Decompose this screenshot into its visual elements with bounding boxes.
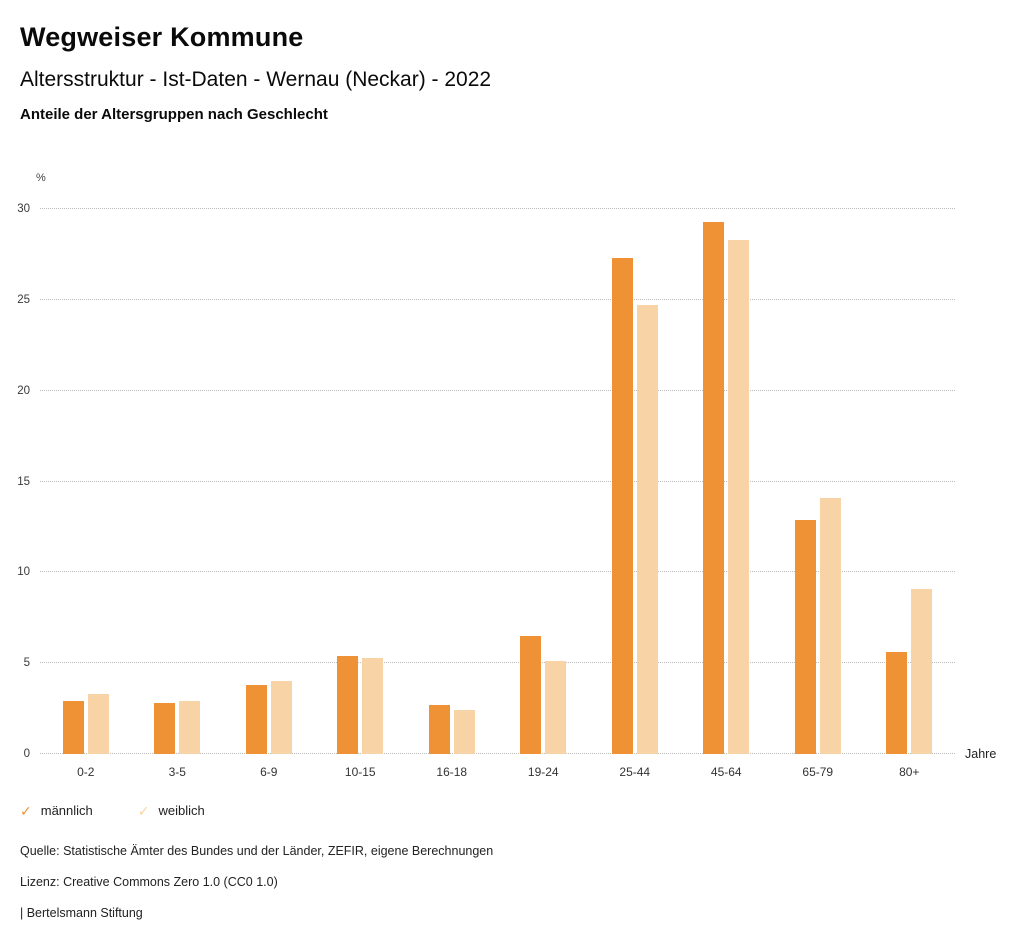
y-tick-label: 25 — [17, 293, 30, 306]
bar-group-80+: 80+ — [864, 191, 956, 779]
x-tick-label: 19-24 — [527, 765, 559, 779]
x-tick-label: 6-9 — [260, 765, 278, 779]
y-tick-label: 30 — [17, 203, 30, 216]
bar-group-65-79: 65-79 — [772, 191, 864, 779]
check-icon: ✓ — [137, 802, 150, 819]
bar-weiblich-16-18[interactable] — [453, 710, 475, 754]
bar-weiblich-6-9[interactable] — [270, 681, 292, 754]
x-tick-label: 3-5 — [168, 765, 186, 779]
license-text: Lizenz: Creative Commons Zero 1.0 (CC0 1… — [20, 875, 278, 889]
attribution-text: | Bertelsmann Stiftung — [20, 906, 143, 920]
y-axis-unit-label: % — [36, 172, 46, 184]
x-axis-unit-label: Jahre — [965, 747, 997, 761]
gridline-0: 0 — [24, 748, 955, 760]
y-tick-label: 5 — [23, 657, 30, 670]
legend-label: männlich — [40, 803, 93, 818]
gridline-15: 15 — [17, 476, 955, 488]
bar-weiblich-19-24[interactable] — [545, 661, 567, 754]
x-tick-label: 16-18 — [436, 765, 468, 779]
bar-männlich-25-44[interactable] — [611, 258, 633, 754]
legend-item-weiblich[interactable]: ✓ weiblich — [138, 803, 205, 818]
bar-weiblich-25-44[interactable] — [636, 305, 658, 754]
page-title: Wegweiser Kommune — [20, 22, 304, 52]
x-tick-label: 45-64 — [710, 765, 742, 779]
bar-männlich-0-2[interactable] — [62, 701, 84, 754]
y-tick-label: 0 — [23, 748, 30, 760]
bar-group-45-64: 45-64 — [681, 191, 773, 779]
gridline-25: 25 — [17, 294, 955, 306]
y-tick-label: 20 — [17, 384, 30, 397]
bar-männlich-6-9[interactable] — [245, 685, 267, 754]
source-text: Quelle: Statistische Ämter des Bundes un… — [20, 844, 494, 858]
gridline-30: 30 — [17, 203, 955, 215]
bar-weiblich-45-64[interactable] — [728, 240, 750, 754]
bar-weiblich-80+[interactable] — [911, 588, 933, 754]
x-tick-label: 0-2 — [77, 765, 95, 779]
bar-group-16-18: 16-18 — [406, 191, 498, 779]
bar-group-10-15: 10-15 — [315, 191, 407, 779]
chart-title: Altersstruktur - Ist-Daten - Wernau (Nec… — [20, 68, 492, 91]
chart-subtitle: Anteile der Altersgruppen nach Geschlech… — [20, 106, 328, 123]
y-tick-label: 10 — [17, 566, 30, 579]
x-tick-label: 80+ — [899, 765, 920, 779]
bar-group-6-9: 6-9 — [223, 191, 315, 779]
legend-label: weiblich — [158, 803, 205, 818]
bar-männlich-16-18[interactable] — [428, 704, 450, 754]
bar-group-25-44: 25-44 — [589, 191, 681, 779]
gridline-5: 5 — [24, 657, 955, 669]
x-tick-label: 10-15 — [344, 765, 376, 779]
check-icon: ✓ — [20, 802, 32, 819]
bar-weiblich-65-79[interactable] — [819, 497, 841, 754]
x-tick-label: 65-79 — [802, 765, 834, 779]
bar-männlich-19-24[interactable] — [520, 635, 542, 754]
bar-chart-plot-area: Jahre 0 5 10 15 20 25 30 0-2 3-5 6-9 10-15 16-18 19-… — [17, 191, 996, 779]
bar-weiblich-10-15[interactable] — [362, 657, 384, 754]
gridline-10: 10 — [17, 566, 955, 578]
gridline-20: 20 — [17, 385, 955, 397]
bar-groups: 0-2 3-5 6-9 10-15 16-18 19-24 25-44 45-64 65-79 8… — [40, 191, 956, 779]
x-tick-label: 25-44 — [619, 765, 651, 779]
bar-group-19-24: 19-24 — [498, 191, 590, 779]
bar-männlich-45-64[interactable] — [703, 221, 725, 754]
bar-group-0-2: 0-2 — [40, 191, 132, 779]
chart-legend: ✓ männlich ✓ weiblich — [20, 803, 205, 818]
bar-männlich-65-79[interactable] — [794, 519, 816, 754]
bar-männlich-80+[interactable] — [886, 652, 908, 754]
bar-weiblich-3-5[interactable] — [179, 701, 201, 754]
legend-item-maennlich[interactable]: ✓ männlich — [20, 803, 93, 818]
bar-männlich-3-5[interactable] — [154, 703, 176, 754]
y-tick-label: 15 — [17, 475, 30, 488]
bar-männlich-10-15[interactable] — [337, 655, 359, 754]
bar-weiblich-0-2[interactable] — [87, 694, 109, 754]
bar-group-3-5: 3-5 — [132, 191, 224, 779]
